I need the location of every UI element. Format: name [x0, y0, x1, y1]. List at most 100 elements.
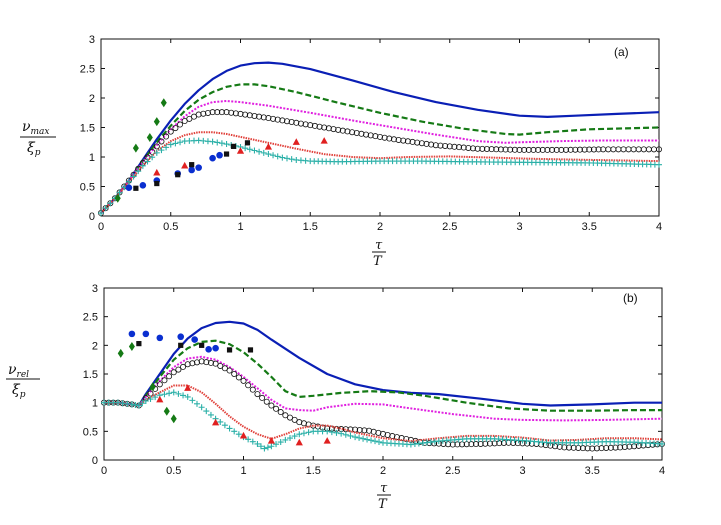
- panel-b-plus-marker: [114, 399, 121, 406]
- panel-b-plus-marker: [142, 397, 149, 404]
- panel-b-circle-marker: [263, 398, 270, 405]
- panel-a-series-blue-solid: [100, 61, 660, 214]
- panel-b-black-square: [199, 342, 205, 348]
- panel-a-plus-marker: [98, 210, 104, 217]
- panel-b-red-triangle: [212, 418, 220, 426]
- panel-b-blue-dot: [205, 346, 212, 353]
- panel-a-circle-marker: [488, 146, 495, 153]
- panel-a-circle-marker: [516, 146, 523, 153]
- panel-a-circle-marker: [167, 128, 174, 135]
- panel-b-plus-marker: [352, 434, 359, 441]
- panel-a-circle-marker: [274, 116, 281, 123]
- panel-a-y-tick-label: 0: [89, 211, 95, 223]
- panel-a-circle-marker: [325, 125, 332, 132]
- panel-b-y-tick-label: 1: [92, 398, 98, 410]
- panel-a-circle-marker: [497, 146, 504, 153]
- panel-a-y-tick-label: 0.5: [80, 182, 95, 194]
- panel-a-circle-marker: [572, 146, 579, 153]
- panel-a-red-triangle: [292, 138, 300, 145]
- panel-a-circle-marker: [283, 118, 290, 125]
- panel-a-blue-dot: [139, 182, 147, 189]
- panel-b-circle-marker: [472, 441, 479, 448]
- panel-a-circle-marker: [437, 142, 444, 149]
- panel-a-red-triangle: [181, 161, 189, 169]
- svg-text:ξp: ξp: [12, 382, 26, 400]
- panel-b-plus-marker: [376, 438, 383, 445]
- panel-a-circle-marker: [610, 146, 617, 153]
- panel-a-circle-marker: [200, 110, 207, 117]
- panel-a-line-green-dashed: [100, 83, 660, 214]
- panel-a-circle-marker: [163, 133, 170, 140]
- panel-b-blue-dot: [156, 334, 164, 342]
- panel-b-circle-marker: [184, 361, 191, 368]
- panel-a-circle-marker: [251, 112, 258, 119]
- panel-b-plus-marker: [273, 441, 280, 448]
- panel-a-y-tick-labels: 0 0.5 1 1.5 2 2.5 3: [80, 34, 95, 223]
- panel-b-plus-marker: [282, 436, 289, 443]
- panel-b-circle-marker: [277, 409, 284, 416]
- panel-b-y-tick-label: 0: [92, 455, 98, 467]
- panel-a-series: [98, 61, 663, 217]
- panel-a-plus-marker: [144, 158, 151, 165]
- panel-b-plus-marker: [221, 422, 228, 429]
- panel-b-series-green-diamonds: [117, 341, 177, 424]
- panel-a-plus-marker: [251, 147, 258, 154]
- panel-b-circle-marker: [617, 444, 624, 451]
- panel-b-x-tick-label: 0: [101, 465, 107, 477]
- panel-a-y-tick-label: 3: [89, 34, 95, 46]
- panel-a-circle-marker: [321, 124, 328, 131]
- panel-a-circle-marker: [530, 146, 537, 153]
- panel-a-plus-marker: [107, 200, 114, 207]
- panel-b-circle-marker: [431, 440, 438, 447]
- panel-a-circle-marker: [330, 126, 337, 133]
- panel-a-circle-marker: [451, 143, 458, 150]
- panel-b-plus-marker: [368, 437, 375, 444]
- panel-a-plus-marker: [130, 173, 137, 180]
- panel-b-line-green-dashed: [104, 339, 662, 412]
- panel-b-red-triangle: [267, 437, 275, 444]
- panel-a-x-tick-label: 3.5: [582, 221, 597, 233]
- panel-a-circle-marker: [353, 130, 360, 137]
- panel-a-y-tick-label: 2: [89, 93, 95, 105]
- panel-a-circle-marker: [349, 129, 356, 136]
- panel-b-circle-marker: [593, 445, 600, 452]
- panel-a-x-tick-label: 0: [98, 221, 104, 233]
- panel-b-plus-marker: [328, 429, 335, 436]
- panel-a-plus-marker: [288, 156, 295, 163]
- panel-a-y-tick-label: 2.5: [80, 64, 95, 76]
- panel-a-circle-marker: [214, 109, 221, 116]
- panel-b-plus-marker: [257, 443, 264, 450]
- panel-b-series-red-triangles: [156, 384, 331, 446]
- panel-a-blue-dot: [216, 151, 223, 159]
- panel-a-circle-marker: [367, 132, 374, 139]
- panel-b-blue-dot: [191, 336, 198, 343]
- panel-b-series-cyan-plus: [101, 389, 665, 452]
- panel-a-plus-marker: [260, 149, 267, 156]
- panel-a-circle-marker: [390, 136, 397, 143]
- panel-a-circle-marker: [358, 130, 365, 137]
- panel-b-plus-marker: [287, 435, 293, 442]
- panel-a-plus-marker: [153, 149, 160, 156]
- panel-a-plus-marker: [270, 152, 277, 159]
- panel-b-y-tick-label: 2: [92, 340, 98, 352]
- panel-a-plus-marker: [116, 189, 123, 196]
- panel-a-circle-marker: [576, 146, 583, 153]
- panel-a-green-diamond: [114, 193, 121, 203]
- panel-b-circle-marker: [212, 360, 219, 367]
- panel-a-circle-marker: [288, 118, 295, 125]
- panel-a-circle-marker: [428, 141, 435, 148]
- panel-a-red-triangle: [153, 168, 161, 176]
- panel-b-circle-marker: [603, 444, 610, 451]
- panel-b-plus-marker: [245, 436, 252, 443]
- panel-b-circle-marker: [235, 374, 242, 381]
- panel-a-plus-marker: [218, 140, 225, 147]
- panel-b-x-tick-label: 3.5: [585, 465, 600, 477]
- panel-b: 0 0.5 1 1.5 2 2.5 3 3.5 4 0 0.5 1 1.5 2 2.5 3 (b) νrel…: [6, 283, 665, 512]
- panel-b-line-magenta-dashdot: [104, 355, 663, 422]
- panel-a-circle-marker: [232, 110, 239, 117]
- panel-b-series-green-dashed: [104, 339, 662, 412]
- panel-a-circle-marker: [595, 146, 602, 153]
- panel-b-plus-marker: [135, 402, 142, 409]
- panel-a-circle-marker: [605, 146, 612, 153]
- panel-a: 0 0.5 1 1.5 2 2.5 3 3.5 4 0 0.5 1 1.5 2 2.5 3 (a) νmax…: [20, 34, 662, 269]
